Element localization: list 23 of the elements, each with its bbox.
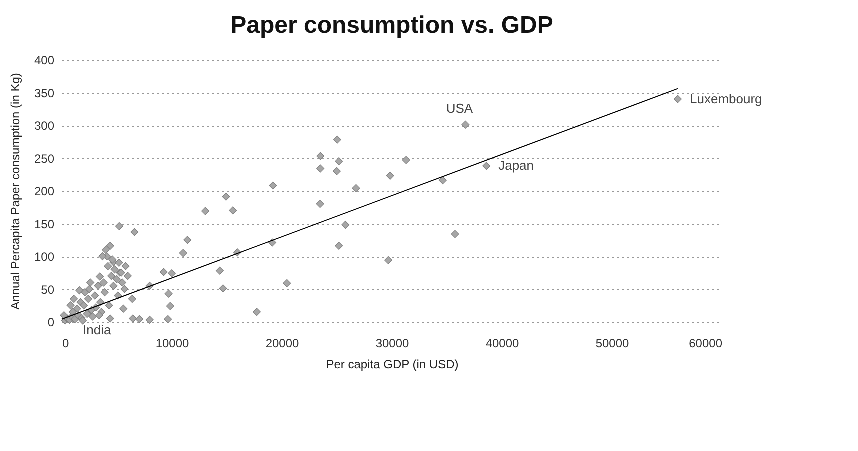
y-tick-label: 250 (34, 152, 55, 166)
y-axis-title: Annual Percapita Paper consumption (in Kg) (8, 73, 22, 310)
x-tick-label: 40000 (486, 336, 520, 350)
y-tick-label: 350 (34, 86, 55, 100)
y-tick-label: 0 (48, 316, 55, 330)
x-axis-title: Per capita GDP (in USD) (326, 358, 459, 372)
x-tick-label: 30000 (376, 336, 410, 350)
y-tick-label: 400 (34, 54, 55, 68)
y-tick-label: 200 (34, 184, 55, 198)
annotation: USA (446, 100, 474, 116)
annotation: India (83, 322, 112, 338)
y-tick-label: 50 (41, 282, 55, 297)
y-tick-label: 150 (34, 217, 55, 232)
x-tick-label: 20000 (266, 336, 300, 350)
annotation: Luxembourg (690, 91, 762, 106)
y-tick-label: 300 (34, 119, 55, 133)
x-tick-label: 0 (62, 336, 70, 350)
chart-title: Paper consumption vs. GDP (230, 12, 554, 39)
x-tick-label: 50000 (596, 336, 630, 350)
annotation: Japan (498, 158, 534, 174)
x-tick-label: 60000 (689, 336, 723, 350)
y-tick-label: 100 (34, 250, 55, 264)
x-tick-label: 10000 (156, 336, 190, 350)
